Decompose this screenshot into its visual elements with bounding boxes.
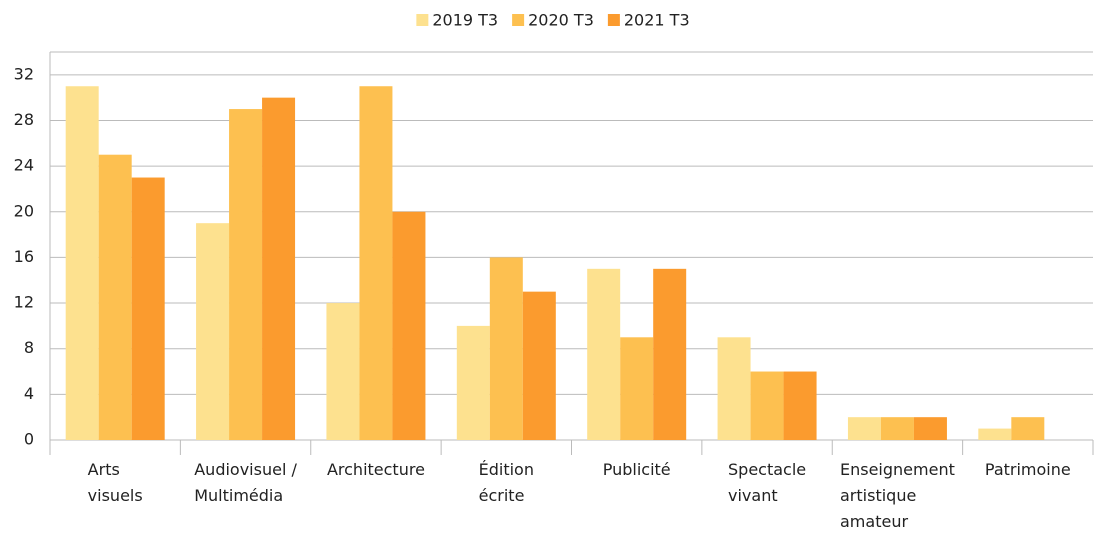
y-tick-label: 4 [24, 384, 34, 403]
bar [978, 429, 1011, 440]
bar [132, 178, 165, 440]
bar [620, 337, 653, 440]
legend-swatch [512, 14, 524, 26]
bar [359, 86, 392, 440]
bar [914, 417, 947, 440]
bar [1011, 417, 1044, 440]
bar [587, 269, 620, 440]
x-tick-label: Publicité [603, 460, 671, 479]
y-tick-label: 8 [24, 338, 34, 357]
bar [66, 86, 99, 440]
bar [523, 292, 556, 440]
legend-label: 2020 T3 [528, 11, 594, 30]
bar [99, 155, 132, 440]
bar [457, 326, 490, 440]
y-tick-label: 12 [14, 293, 34, 312]
y-tick-label: 0 [24, 430, 34, 449]
bar [196, 223, 229, 440]
bar [751, 372, 784, 440]
bar [848, 417, 881, 440]
y-tick-label: 28 [14, 110, 34, 129]
bar [392, 212, 425, 440]
legend-label: 2019 T3 [432, 11, 498, 30]
legend-label: 2021 T3 [624, 11, 690, 30]
x-tick-label: Audiovisuel /Multimédia [194, 460, 297, 505]
y-tick-label: 24 [14, 156, 34, 175]
legend-swatch [416, 14, 428, 26]
bar [262, 98, 295, 440]
bar [326, 303, 359, 440]
bar [653, 269, 686, 440]
x-tick-label: Patrimoine [985, 460, 1071, 479]
bar [881, 417, 914, 440]
bar [784, 372, 817, 440]
y-tick-label: 16 [14, 247, 34, 266]
bar [229, 109, 262, 440]
legend-swatch [608, 14, 620, 26]
y-tick-label: 20 [14, 201, 34, 220]
bar [490, 257, 523, 440]
x-tick-label: Architecture [327, 460, 425, 479]
y-tick-label: 32 [14, 64, 34, 83]
bar [718, 337, 751, 440]
